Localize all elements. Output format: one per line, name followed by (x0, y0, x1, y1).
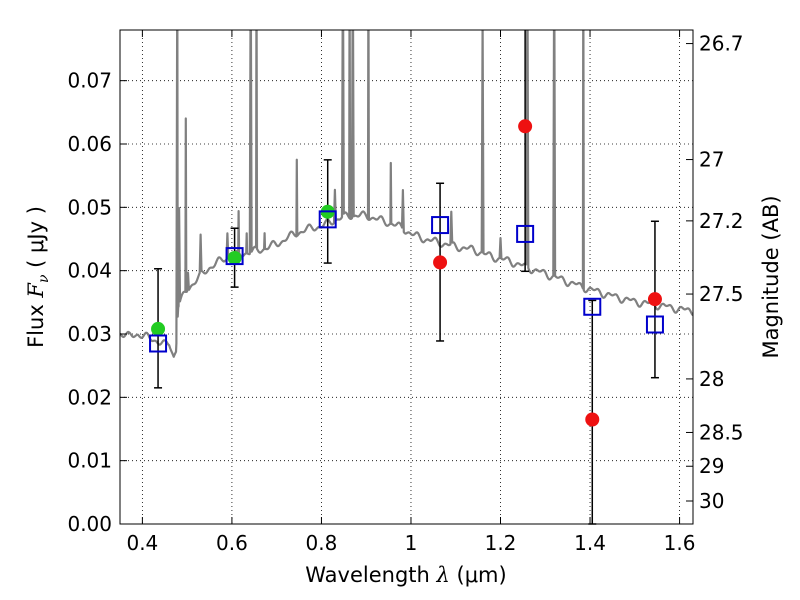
tick-marks (120, 30, 693, 525)
x-axis-label: Wavelength λ (μm) (305, 563, 506, 587)
data-point-circle (647, 292, 662, 307)
model-point-square (431, 216, 450, 235)
data-point-circle (227, 251, 242, 265)
x-tick-label: 1 (405, 531, 418, 555)
plot-area (120, 30, 693, 524)
y-tick-label: 0.01 (67, 449, 112, 473)
model-point-square (645, 315, 664, 334)
x-tick-label: 0.8 (306, 531, 338, 555)
y2-tick-label: 26.7 (699, 32, 744, 56)
y2-tick-label: 29 (699, 454, 724, 478)
data-point-circle (518, 119, 533, 134)
y2-axis-label: Magnitude (AB) (759, 195, 783, 358)
y2-tick-label: 28 (699, 367, 724, 391)
model-point-square (318, 210, 337, 229)
plot-frame (119, 29, 694, 525)
y-tick-label: 0.05 (67, 195, 112, 219)
y-tick-label: 0.02 (67, 385, 112, 409)
marker-layer (149, 119, 664, 427)
x-tick-label: 1.6 (664, 531, 696, 555)
y2-tick-label: 28.5 (699, 420, 744, 444)
y2-tick-label: 27.5 (699, 282, 744, 306)
y2-tick-label: 30 (699, 489, 724, 513)
model-point-square (583, 297, 602, 316)
spectrum-layer (120, 30, 693, 358)
data-point-circle (151, 321, 166, 336)
y2-tick-label: 27.2 (699, 209, 744, 233)
data-point-circle (433, 255, 448, 270)
model-point-square (516, 224, 535, 243)
tick-labels: 0.4 0.6 0.8 1 1.2 1.4 1.6 0.00 0.01 0.02 0.03 0.04 0… (67, 32, 743, 555)
y-tick-label: 0.04 (67, 259, 112, 283)
y-tick-label: 0.00 (67, 512, 112, 536)
y-tick-label: 0.03 (67, 322, 112, 346)
y-tick-label: 0.06 (67, 132, 112, 156)
model-point-square (225, 247, 244, 266)
x-tick-label: 0.6 (216, 531, 248, 555)
y-tick-label: 0.07 (67, 69, 112, 93)
y2-tick-label: 27 (699, 148, 724, 172)
x-tick-label: 1.4 (574, 531, 606, 555)
data-point-circle (585, 412, 600, 427)
spectrum-line (120, 30, 693, 358)
y-axis-label: Flux Fν ( μJy ) (24, 206, 52, 348)
x-tick-label: 1.2 (485, 531, 517, 555)
x-tick-label: 0.4 (126, 531, 158, 555)
model-point-square (149, 334, 168, 353)
